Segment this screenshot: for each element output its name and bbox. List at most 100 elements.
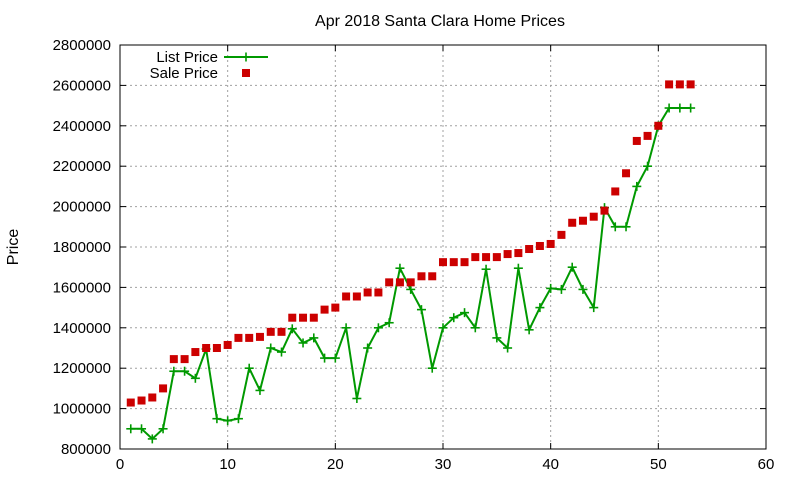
data-point-sale-price bbox=[191, 348, 200, 357]
data-point-list-price bbox=[147, 434, 157, 444]
x-tick-label: 50 bbox=[650, 456, 667, 473]
data-point-sale-price bbox=[525, 245, 534, 254]
data-point-sale-price bbox=[654, 121, 663, 130]
y-tick-label: 800000 bbox=[61, 441, 111, 458]
data-point-sale-price bbox=[568, 218, 577, 227]
data-point-list-price bbox=[255, 385, 265, 395]
axes: 800000 1000000 1200000 1400000 1600000 180000… bbox=[53, 37, 775, 473]
data-point-list-price bbox=[524, 325, 534, 335]
data-point-list-price bbox=[675, 103, 685, 113]
data-point-list-price bbox=[287, 324, 297, 334]
data-point-sale-price bbox=[148, 393, 157, 402]
data-point-sale-price bbox=[385, 278, 394, 287]
y-tick-label: 1000000 bbox=[53, 401, 111, 418]
series-list-price bbox=[126, 103, 696, 444]
data-point-sale-price bbox=[169, 355, 178, 364]
y-tick-label: 1600000 bbox=[53, 279, 111, 296]
data-point-sale-price bbox=[212, 344, 221, 352]
data-point-sale-price bbox=[180, 355, 189, 364]
data-point-list-price bbox=[664, 103, 674, 113]
data-point-list-price bbox=[535, 303, 545, 313]
data-point-sale-price bbox=[374, 288, 383, 297]
x-tick-label: 30 bbox=[435, 456, 452, 473]
data-point-sale-price bbox=[320, 305, 329, 314]
x-tick-label: 10 bbox=[219, 456, 236, 473]
legend: List Price Sale Price bbox=[150, 49, 268, 82]
data-point-sale-price bbox=[309, 313, 318, 322]
y-tick-label: 1200000 bbox=[53, 360, 111, 377]
series-sale-price bbox=[126, 80, 695, 407]
data-point-sale-price bbox=[622, 169, 631, 178]
data-point-list-price bbox=[330, 353, 340, 363]
legend-sample-sale-price bbox=[242, 69, 250, 77]
data-point-list-price bbox=[190, 373, 200, 383]
data-point-list-price bbox=[546, 283, 556, 293]
data-point-list-price bbox=[352, 394, 362, 403]
data-point-sale-price bbox=[460, 258, 469, 267]
plot-area bbox=[126, 80, 696, 444]
x-tick-label: 20 bbox=[327, 456, 344, 473]
data-point-list-price bbox=[223, 416, 233, 426]
data-point-sale-price bbox=[126, 398, 135, 407]
data-point-list-price bbox=[244, 363, 254, 373]
data-point-list-price bbox=[686, 103, 696, 113]
data-point-sale-price bbox=[331, 303, 340, 312]
data-point-list-price bbox=[158, 424, 168, 434]
data-point-list-price bbox=[460, 308, 470, 318]
data-point-list-price bbox=[373, 323, 383, 333]
data-point-list-price bbox=[567, 262, 577, 272]
data-point-sale-price bbox=[578, 216, 587, 225]
data-point-sale-price bbox=[223, 340, 232, 349]
data-point-list-price bbox=[309, 333, 319, 343]
data-point-list-price bbox=[384, 318, 394, 328]
data-point-sale-price bbox=[255, 332, 264, 341]
data-point-sale-price bbox=[439, 258, 447, 267]
data-point-sale-price bbox=[600, 206, 609, 215]
data-point-list-price bbox=[126, 424, 136, 434]
data-point-sale-price bbox=[589, 212, 598, 221]
y-tick-label: 1400000 bbox=[53, 320, 111, 337]
data-point-list-price bbox=[481, 264, 491, 274]
x-tick-label: 0 bbox=[116, 456, 124, 473]
y-tick-label: 2000000 bbox=[53, 199, 111, 216]
data-point-list-price bbox=[449, 313, 459, 323]
data-point-sale-price bbox=[449, 258, 458, 267]
data-point-list-price bbox=[503, 343, 513, 353]
data-point-sale-price bbox=[557, 230, 566, 239]
data-point-list-price bbox=[395, 263, 405, 273]
data-point-sale-price bbox=[546, 239, 555, 248]
legend-label-list-price: List Price bbox=[156, 49, 218, 66]
data-point-sale-price bbox=[686, 80, 695, 89]
data-point-sale-price bbox=[514, 249, 523, 258]
data-point-list-price bbox=[406, 284, 416, 294]
data-point-list-price bbox=[298, 338, 308, 348]
data-point-list-price bbox=[416, 305, 426, 315]
data-point-sale-price bbox=[245, 333, 254, 342]
data-point-sale-price bbox=[643, 131, 652, 140]
data-point-list-price bbox=[632, 181, 642, 191]
x-tick-label: 40 bbox=[542, 456, 559, 473]
series-line-list-price bbox=[130, 107, 691, 440]
data-point-sale-price bbox=[342, 292, 351, 301]
data-point-list-price bbox=[212, 414, 222, 424]
data-point-sale-price bbox=[535, 241, 544, 250]
y-tick-label: 2800000 bbox=[53, 37, 111, 54]
data-point-sale-price bbox=[632, 136, 641, 145]
data-point-list-price bbox=[621, 222, 631, 232]
data-point-list-price bbox=[169, 366, 179, 376]
chart-title: Apr 2018 Santa Clara Home Prices bbox=[315, 13, 565, 30]
data-point-sale-price bbox=[277, 327, 286, 336]
data-point-list-price bbox=[492, 333, 502, 343]
data-point-sale-price bbox=[406, 278, 415, 287]
data-point-list-price bbox=[180, 366, 190, 376]
data-point-list-price bbox=[556, 284, 566, 294]
data-point-list-price bbox=[266, 343, 276, 353]
data-point-list-price bbox=[513, 263, 523, 273]
y-tick-label: 2200000 bbox=[53, 158, 111, 175]
data-point-sale-price bbox=[471, 253, 480, 262]
y-tick-label: 2600000 bbox=[53, 77, 111, 94]
y-axis-title: Price bbox=[5, 229, 22, 266]
y-tick-label: 2400000 bbox=[53, 118, 111, 135]
data-point-sale-price bbox=[428, 272, 437, 281]
